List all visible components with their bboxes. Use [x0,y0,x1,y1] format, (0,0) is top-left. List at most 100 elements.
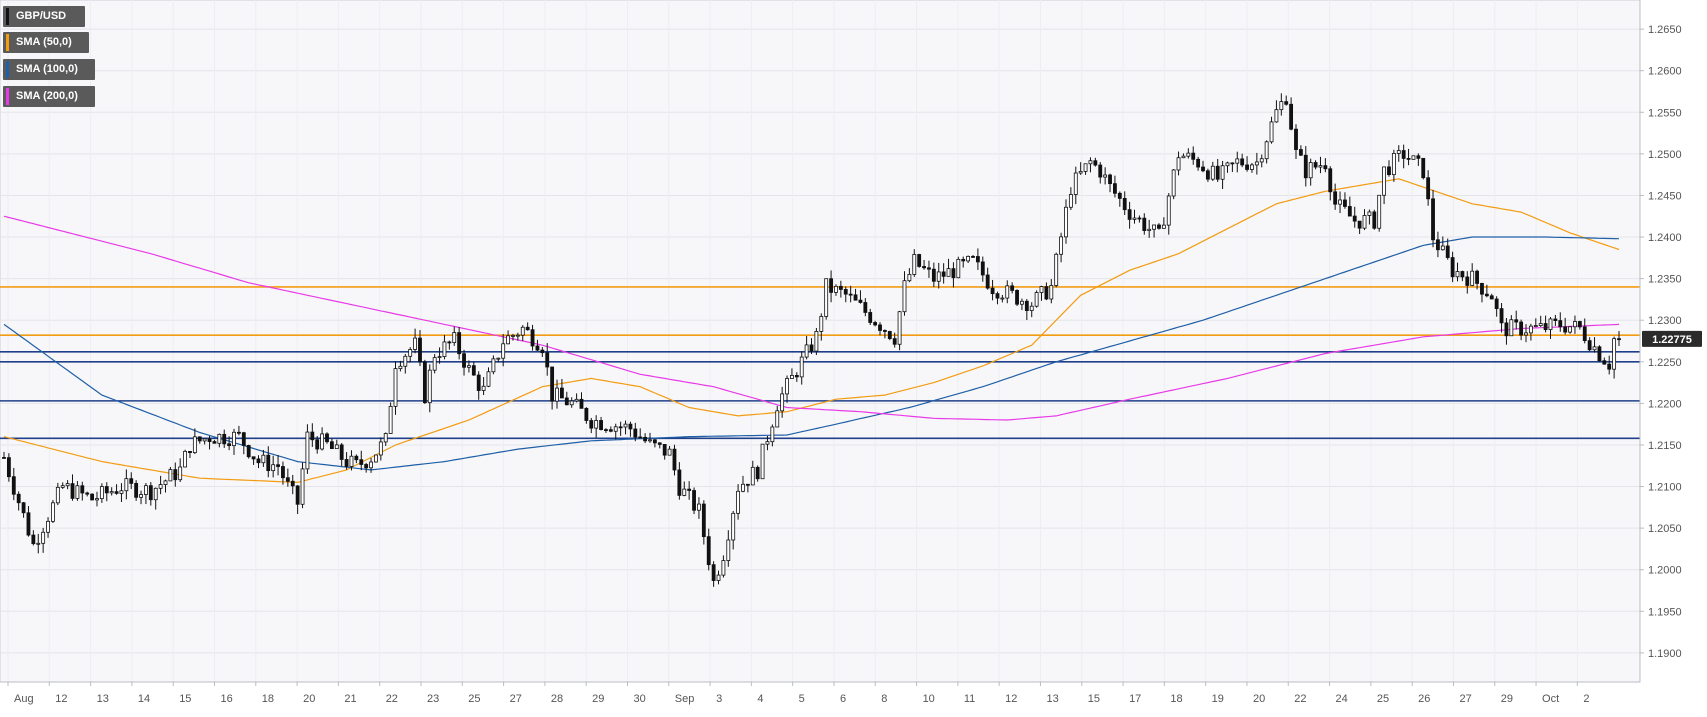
candle [148,482,153,506]
candle-body [413,337,418,350]
candle-body [305,431,310,470]
candle-body [975,256,980,263]
legend-item-sma-50[interactable]: SMA (50,0) [3,32,89,53]
candle [139,490,143,505]
candle-body [736,490,741,514]
candle [736,484,741,520]
candle [623,420,628,435]
y-tick-label: 1.2400 [1648,232,1682,244]
candle-body [153,487,158,501]
candle [354,454,359,464]
legend-item-sma-200[interactable]: SMA (200,0) [3,86,95,107]
candle [1303,146,1308,187]
candle [114,484,119,495]
legend-item-sma-100[interactable]: SMA (100,0) [3,59,95,80]
candle [917,253,922,268]
y-tick-label: 1.2550 [1648,107,1682,119]
candle-body [1029,305,1034,311]
candle [608,426,613,433]
candle-body [785,378,789,395]
candle-body [511,335,515,337]
candle-body [1396,150,1401,154]
candle [1210,161,1215,181]
candle [975,248,980,270]
candle-body [104,486,109,494]
candle-body [442,341,447,357]
candle-body [1010,285,1015,291]
candle-body [26,512,31,536]
candle [491,355,496,375]
candle-body [941,271,946,277]
legend-item-price[interactable]: GBP/USD [3,6,85,27]
candle-body [295,485,300,505]
candle [1161,217,1166,229]
candle-body [618,426,623,429]
candle-body [1436,239,1440,251]
candle-body [344,459,349,467]
candle [838,280,843,298]
candle [1166,193,1171,235]
candle-body [834,285,838,293]
candle-body [418,337,422,363]
candle [790,368,794,379]
candle [192,428,197,455]
candle-body [1059,236,1064,255]
candle-body [251,456,256,460]
candle-body [310,431,315,441]
candle-body [1024,300,1029,311]
candle [745,483,750,493]
candle-body [643,436,648,442]
candle [559,378,564,399]
candle [315,436,320,454]
candle-body [1377,194,1382,229]
x-tick-label: 8 [881,693,887,705]
candle [1367,209,1372,225]
candle [462,349,466,376]
candle-body [652,439,657,444]
sma-200-line [3,215,1620,421]
candle-body [1617,338,1621,341]
candle [1524,324,1528,343]
candle [1558,312,1563,332]
candle [325,432,329,444]
candle-body [1215,165,1220,180]
candle [1504,318,1509,345]
candle-body [1543,323,1548,331]
candle [863,298,868,317]
candle-body [168,469,173,482]
candle [70,474,75,501]
candle [936,262,941,289]
candle-body [765,441,770,445]
candle [1470,263,1475,287]
candle [799,351,804,385]
candle-body [1445,245,1450,258]
legend-label: SMA (200,0) [16,90,78,102]
candle-body [1230,162,1235,165]
candle-body [1152,224,1156,230]
candle [467,360,471,373]
candle-body [21,502,26,514]
candle-body [1186,152,1191,157]
candle-body [75,485,80,499]
candle-body [1210,165,1215,180]
candle [731,510,736,550]
candle [1157,223,1161,230]
candle [188,450,192,458]
candle-body [1132,217,1137,220]
candle [506,330,510,345]
candle [281,461,285,485]
candle-body [1127,209,1132,220]
candle-body [437,356,442,358]
candle [912,249,917,277]
candle-body [1582,326,1587,342]
candle [1171,169,1176,200]
candle-body [1587,340,1592,351]
candle [276,455,280,476]
candle-body [197,436,202,442]
candle-body [55,486,60,504]
candle [1117,191,1122,207]
candle [134,480,139,501]
candle-body [1068,194,1073,208]
candle [1406,148,1411,166]
x-tick-label: 19 [1212,693,1224,705]
